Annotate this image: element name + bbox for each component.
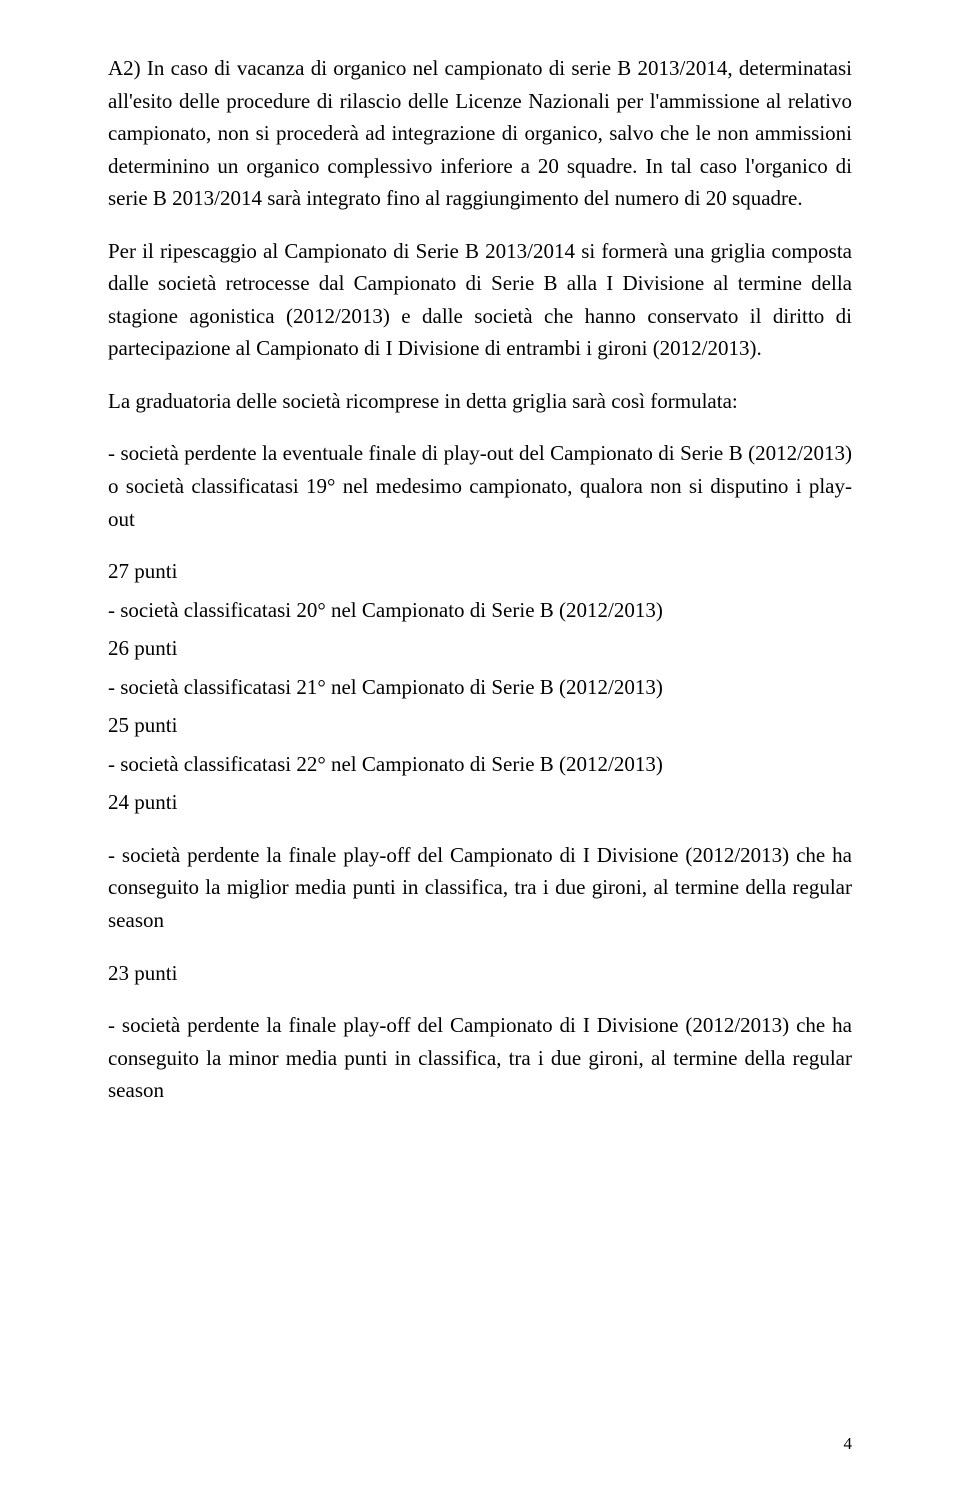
list-item: - società classificatasi 21° nel Campion… xyxy=(108,671,852,704)
points-label: 24 punti xyxy=(108,786,852,819)
page-number: 4 xyxy=(844,1434,853,1454)
points-label: 25 punti xyxy=(108,709,852,742)
paragraph: Per il ripescaggio al Campionato di Seri… xyxy=(108,235,852,365)
points-label: 27 punti xyxy=(108,555,852,588)
list-item: - società classificatasi 20° nel Campion… xyxy=(108,594,852,627)
list-item: - società perdente la finale play-off de… xyxy=(108,1009,852,1107)
list-item: - società perdente la finale play-off de… xyxy=(108,839,852,937)
paragraph: La graduatoria delle società ricomprese … xyxy=(108,385,852,418)
points-label: 26 punti xyxy=(108,632,852,665)
points-label: 23 punti xyxy=(108,957,852,990)
list-item: - società perdente la eventuale finale d… xyxy=(108,437,852,535)
paragraph: A2) In caso di vacanza di organico nel c… xyxy=(108,52,852,215)
list-item: - società classificatasi 22° nel Campion… xyxy=(108,748,852,781)
document-page: A2) In caso di vacanza di organico nel c… xyxy=(0,0,960,1490)
